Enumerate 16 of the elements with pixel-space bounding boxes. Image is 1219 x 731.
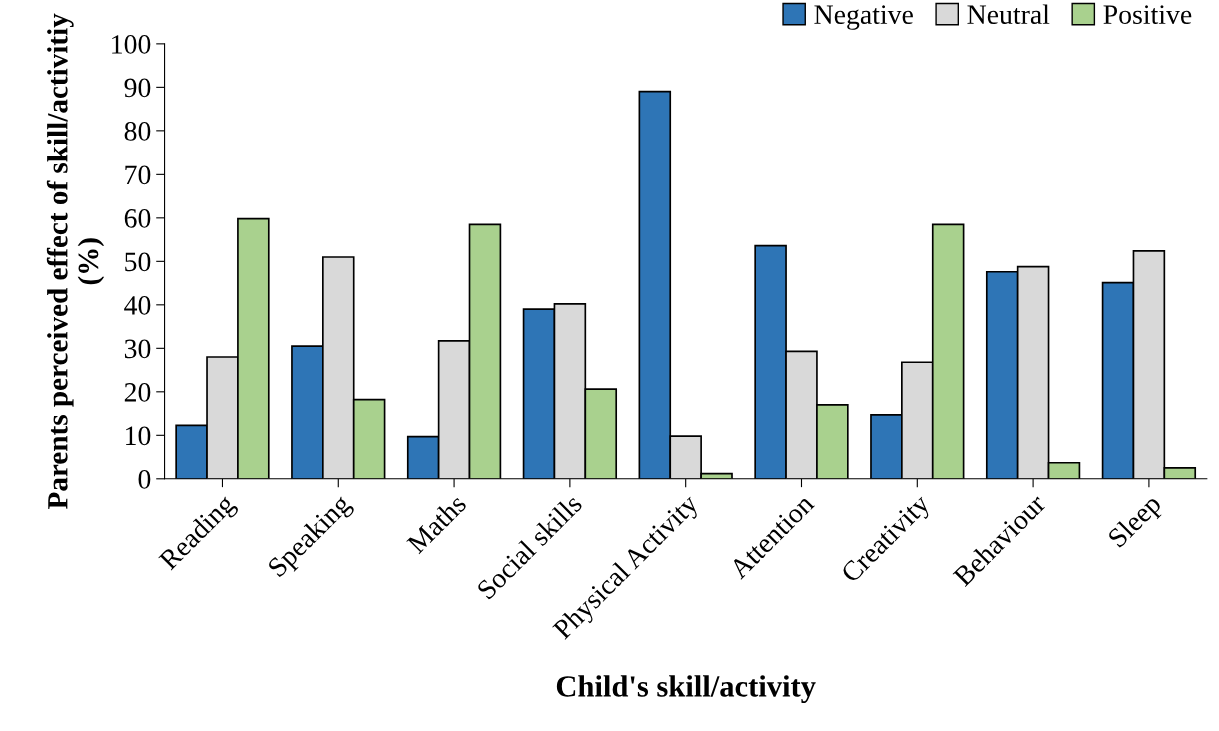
y-tick-label: 90 [124,78,151,98]
y-tick-label: 70 [125,165,151,185]
x-axis-title: Child's skill/activity [556,675,816,703]
y-tick-label: 30 [124,339,151,359]
legend-label: Negative [814,5,913,30]
y-tick-label: 40 [124,295,151,315]
y-tick-label: 60 [124,209,151,228]
y-tick-label: 20 [124,382,151,402]
legend-label: Positive [1103,5,1192,25]
y-tick-label: 0 [138,469,151,489]
y-tick-label: 100 [112,35,151,54]
y-tick-label: 50 [125,252,151,272]
y-tick-label: 10 [126,426,151,446]
legend-label: Neutral [967,4,1050,25]
y-tick-label: 80 [124,122,151,141]
y-axis-title: Parents perceived effect of skill/activitiy (%) [46,13,105,509]
